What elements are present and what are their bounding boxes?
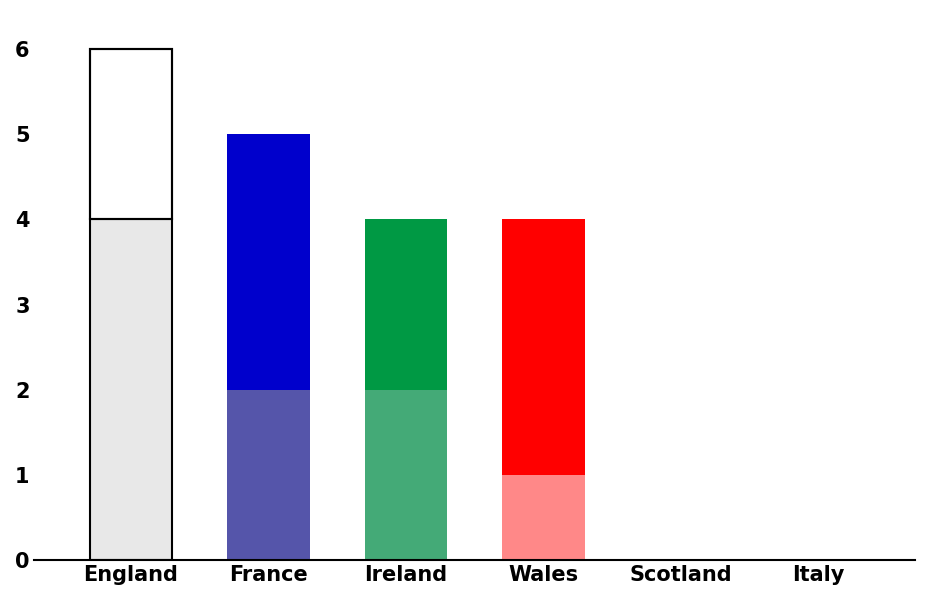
Bar xyxy=(365,220,447,390)
Bar xyxy=(89,220,172,560)
Bar xyxy=(365,390,447,560)
Bar xyxy=(89,49,172,560)
Bar xyxy=(502,220,585,475)
Bar xyxy=(502,475,585,560)
Bar xyxy=(89,49,172,220)
Bar xyxy=(227,390,310,560)
Bar xyxy=(227,134,310,390)
